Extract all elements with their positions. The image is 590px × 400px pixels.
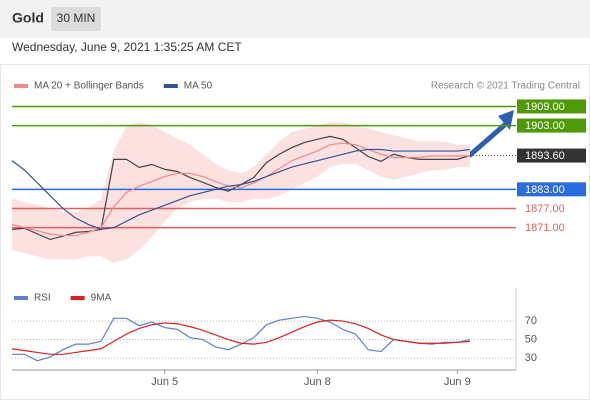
level-box — [517, 182, 586, 197]
legend-swatch — [14, 296, 28, 300]
y-tick-label: 30 — [525, 352, 537, 364]
level-label: 1909.00 — [525, 101, 565, 113]
legend-swatch — [163, 84, 178, 88]
level-label: 1903.00 — [525, 120, 565, 132]
x-tick-label: Jun 8 — [304, 376, 331, 388]
legend-label: 9MA — [91, 293, 112, 304]
level-box — [517, 99, 586, 114]
interval-box[interactable] — [51, 7, 101, 31]
x-tick-label: Jun 5 — [151, 376, 178, 388]
legend-swatch — [70, 296, 85, 300]
level-label: 1883.00 — [525, 184, 565, 196]
title: Gold — [12, 10, 44, 26]
legend-label: MA 20 + Bollinger Bands — [34, 81, 144, 92]
series-line — [11, 142, 470, 237]
series-line — [11, 148, 471, 230]
level-box — [517, 148, 586, 163]
level-label: 1893.60 — [525, 150, 565, 162]
bollinger-band — [12, 122, 470, 263]
legend-label: RSI — [34, 293, 51, 304]
level-box — [517, 118, 586, 133]
x-tick-label: Jun 9 — [444, 376, 471, 388]
interval[interactable]: 30 MIN — [57, 11, 96, 25]
y-tick-label: 50 — [525, 333, 537, 345]
legend-label: MA 50 — [184, 81, 213, 92]
timestamp: Wednesday, June 9, 2021 1:35:25 AM CET — [12, 40, 242, 54]
forecast-arrow — [467, 119, 511, 158]
series-line — [12, 315, 471, 362]
level-label: 1871.00 — [525, 222, 565, 234]
level-label: 1877.00 — [525, 203, 565, 215]
series-line — [11, 319, 471, 355]
y-tick-label: 70 — [525, 315, 537, 327]
source: Research © 2021 Trading Central — [431, 81, 580, 92]
legend-swatch — [14, 84, 28, 88]
